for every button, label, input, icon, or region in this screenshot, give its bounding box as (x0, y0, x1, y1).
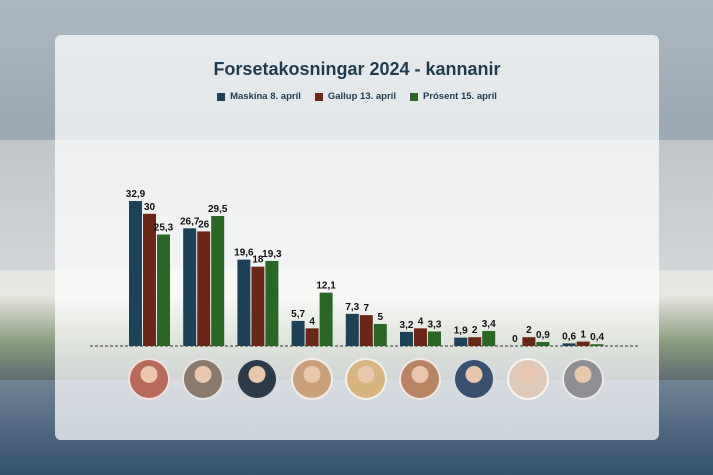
bar-maskina-7 (454, 337, 468, 346)
bar-prosent-1 (157, 234, 170, 346)
legend-item-gallup: Gallup 13. apríl (314, 91, 396, 102)
data-label: 29,5 (208, 204, 228, 215)
bar-gallup-1 (143, 213, 156, 346)
data-label: 18 (252, 255, 264, 266)
chart-panel: Forsetakosningar 2024 - kannanir Maskína… (55, 35, 659, 440)
bar-maskina-6 (400, 331, 413, 346)
bar-gallup-4 (305, 328, 319, 346)
bar-maskina-2 (183, 228, 197, 346)
bar-prosent-6 (428, 331, 441, 346)
bar-maskina-5 (345, 313, 359, 346)
bar-gallup-9 (576, 341, 590, 346)
data-label: 25,3 (154, 222, 174, 233)
legend-label: Maskína 8. apríl (230, 91, 301, 102)
chart-title: Forsetakosningar 2024 - kannanir (213, 59, 501, 79)
bar-prosent-8 (536, 342, 550, 346)
candidate-avatar-4 (290, 358, 333, 400)
candidate-avatar-2 (182, 358, 225, 400)
data-label: 1,9 (454, 326, 468, 337)
data-label: 26,7 (180, 216, 200, 227)
bar-maskina-4 (291, 320, 305, 346)
data-label: 3,4 (482, 319, 496, 330)
data-label: 4 (418, 316, 424, 327)
data-label: 19,6 (234, 248, 254, 259)
chart-legend: Maskína 8. apríl Gallup 13. apríl Prósen… (55, 91, 659, 102)
data-label: 32,9 (126, 189, 146, 200)
bar-prosent-2 (211, 215, 225, 346)
data-label: 30 (144, 202, 156, 213)
bar-gallup-6 (414, 328, 427, 346)
bar-maskina-1 (129, 201, 142, 346)
bar-gallup-3 (251, 266, 265, 346)
legend-swatch (409, 92, 418, 101)
data-label: 3,3 (428, 319, 442, 330)
data-label: 2 (472, 325, 478, 336)
candidate-avatar-1 (128, 358, 170, 400)
bar-prosent-4 (319, 292, 333, 346)
data-label: 7 (364, 303, 370, 314)
data-label: 0,9 (536, 330, 550, 341)
bar-gallup-2 (197, 231, 211, 346)
legend-swatch (314, 92, 323, 101)
legend-swatch (217, 92, 226, 101)
candidate-avatar-7 (453, 358, 496, 400)
data-label: 7,3 (345, 302, 359, 313)
legend-item-maskina: Maskína 8. apríl (217, 91, 301, 102)
candidate-avatar-5 (344, 358, 387, 400)
data-label: 3,2 (400, 320, 414, 331)
bar-prosent-9 (590, 344, 604, 346)
data-label: 0 (512, 334, 518, 345)
bar-gallup-7 (468, 337, 482, 346)
legend-item-prosent: Prósent 15. apríl (409, 91, 497, 102)
bar-maskina-9 (562, 343, 576, 346)
candidate-avatar-3 (236, 358, 279, 400)
legend-label: Gallup 13. apríl (327, 91, 396, 102)
bar-maskina-3 (237, 259, 251, 346)
data-label: 0,4 (590, 332, 604, 343)
candidate-avatar-8 (507, 358, 550, 400)
bar-prosent-3 (265, 260, 279, 346)
legend-label: Prósent 15. apríl (422, 91, 497, 102)
data-label: 4 (309, 316, 315, 327)
data-label: 1 (580, 330, 586, 341)
data-label: 5 (378, 312, 384, 323)
data-label: 5,7 (291, 309, 305, 320)
data-label: 12,1 (316, 281, 336, 292)
data-label: 2 (526, 325, 532, 336)
candidate-avatar-6 (399, 358, 441, 400)
data-label: 19,3 (262, 249, 282, 260)
bar-prosent-5 (373, 323, 387, 346)
data-label: 26 (198, 219, 210, 230)
bar-prosent-7 (482, 331, 496, 346)
candidate-avatar-9 (561, 358, 604, 400)
data-label: 0,6 (562, 331, 576, 342)
bar-gallup-5 (359, 315, 373, 346)
bar-gallup-8 (522, 337, 536, 346)
